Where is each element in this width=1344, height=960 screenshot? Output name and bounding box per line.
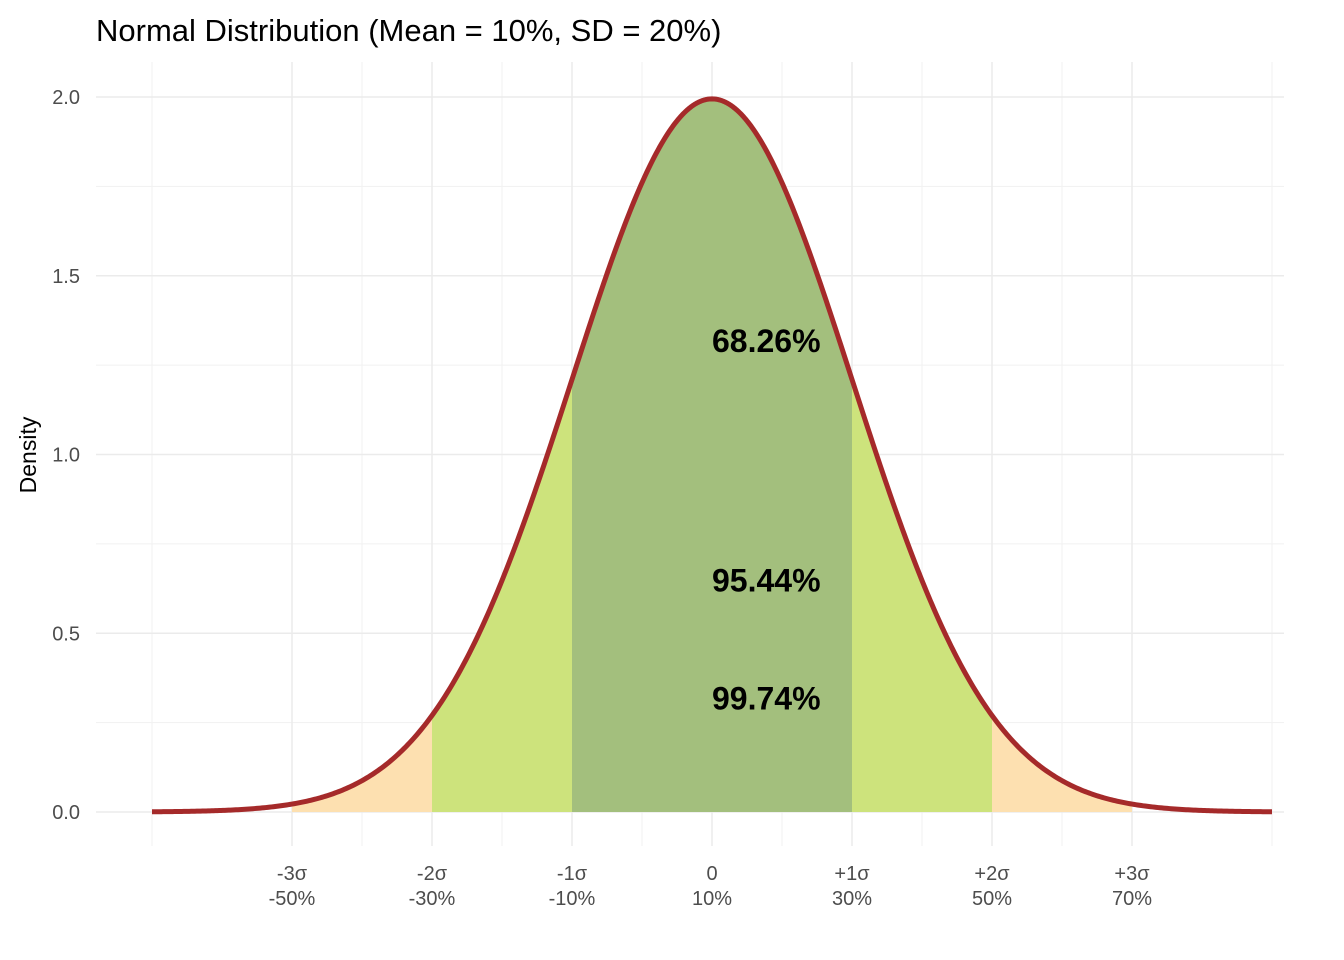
x-tick-sigma-label: +3σ	[1114, 863, 1150, 885]
x-tick-percent-label: 70%	[1112, 888, 1152, 910]
sigma-bands	[292, 98, 1132, 812]
x-tick-sigma-label: +2σ	[974, 863, 1010, 885]
y-axis-title: Density	[15, 416, 41, 493]
x-tick-percent-label: -30%	[409, 888, 456, 910]
percentage-annotations: 68.26% 95.44% 99.74%	[712, 323, 821, 716]
x-tick-percent-label: 50%	[972, 888, 1012, 910]
density-curve	[151, 96, 1273, 815]
annotation-label: 68.26%	[712, 323, 821, 359]
x-tick-percent-label: -50%	[269, 888, 316, 910]
annotation-label: 95.44%	[712, 563, 821, 599]
y-tick-label: 1.5	[52, 266, 80, 288]
x-tick-percent-label: 30%	[832, 888, 872, 910]
y-tick-label: 1.0	[52, 445, 80, 467]
chart-title: Normal Distribution (Mean = 10%, SD = 20…	[96, 13, 721, 48]
x-axis-ticks: -3σ -50% -2σ -30% -1σ -10% 0 10% +1σ 30% +2σ 50% +3σ…	[269, 863, 1153, 910]
x-tick-sigma-label: -2σ	[417, 863, 448, 885]
annotation-label: 99.74%	[712, 681, 821, 717]
y-tick-label: 2.0	[52, 87, 80, 109]
band-1-sd	[572, 98, 852, 812]
y-axis-ticks: 0.0 0.5 1.0 1.5 2.0	[52, 87, 80, 824]
x-tick-percent-label: -10%	[549, 888, 596, 910]
x-tick-percent-label: 10%	[692, 888, 732, 910]
x-tick-sigma-label: -1σ	[557, 863, 588, 885]
x-tick-sigma-label: 0	[706, 863, 717, 885]
y-tick-label: 0.0	[52, 802, 80, 824]
y-tick-label: 0.5	[52, 623, 80, 645]
density-curve-layer	[151, 96, 1273, 815]
x-tick-sigma-label: +1σ	[834, 863, 870, 885]
x-tick-sigma-label: -3σ	[277, 863, 308, 885]
